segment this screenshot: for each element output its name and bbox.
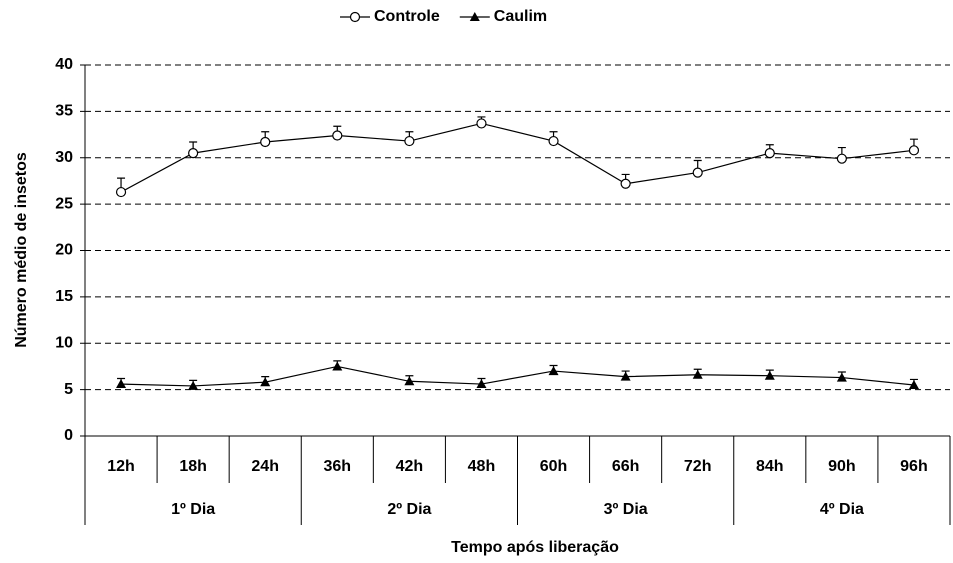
point [908,379,919,389]
point [404,376,415,386]
group-label: 3º Dia [604,501,648,518]
point [908,145,920,156]
y-tick-label: 0 [64,427,73,444]
point [188,380,199,390]
y-tick-label: 40 [55,56,73,73]
x-tick-label: 12h [107,458,135,475]
point [836,153,847,164]
point [404,135,415,147]
point [764,148,775,159]
y-tick-label: 5 [64,381,73,398]
point [116,379,127,389]
point [692,369,703,379]
x-tick-label: 48h [468,458,496,475]
point [620,371,631,381]
y-tick-label: 15 [55,288,73,305]
point [188,148,199,159]
point [332,130,343,141]
y-tick-label: 30 [55,149,73,166]
group-label: 1º Dia [171,501,215,518]
x-tick-label: 72h [684,458,712,475]
point [260,377,271,387]
x-tick-label: 18h [179,458,207,475]
group-label: 4º Dia [820,501,864,518]
x-tick-label: 36h [324,458,352,475]
point [349,11,361,23]
point [548,135,559,147]
point [476,379,487,389]
x-tick-label: 66h [612,458,640,475]
y-tick-label: 25 [55,195,73,212]
y-tick-label: 35 [55,103,73,120]
point [836,372,847,382]
x-tick-label: 84h [756,458,784,475]
point [476,118,487,129]
point [620,178,631,189]
series-line [120,122,915,193]
legend-label: Controle [374,8,440,25]
x-tick-label: 60h [540,458,568,475]
x-tick-label: 96h [900,458,928,475]
x-tick-label: 42h [396,458,424,475]
y-tick-label: 10 [55,334,73,351]
x-tick-label: 90h [828,458,856,475]
x-axis-title: Tempo após liberação [451,539,619,556]
point [692,167,703,178]
point [260,136,271,148]
x-tick-label: 24h [251,458,279,475]
point [115,186,127,198]
group-label: 2º Dia [387,501,431,518]
point [548,366,559,376]
point [469,12,480,21]
legend-label: Caulim [494,8,547,25]
point [764,370,775,380]
series-line [121,365,915,387]
y-tick-label: 20 [55,242,73,259]
y-axis-title: Número médio de insetos [13,152,30,348]
point [332,361,343,371]
